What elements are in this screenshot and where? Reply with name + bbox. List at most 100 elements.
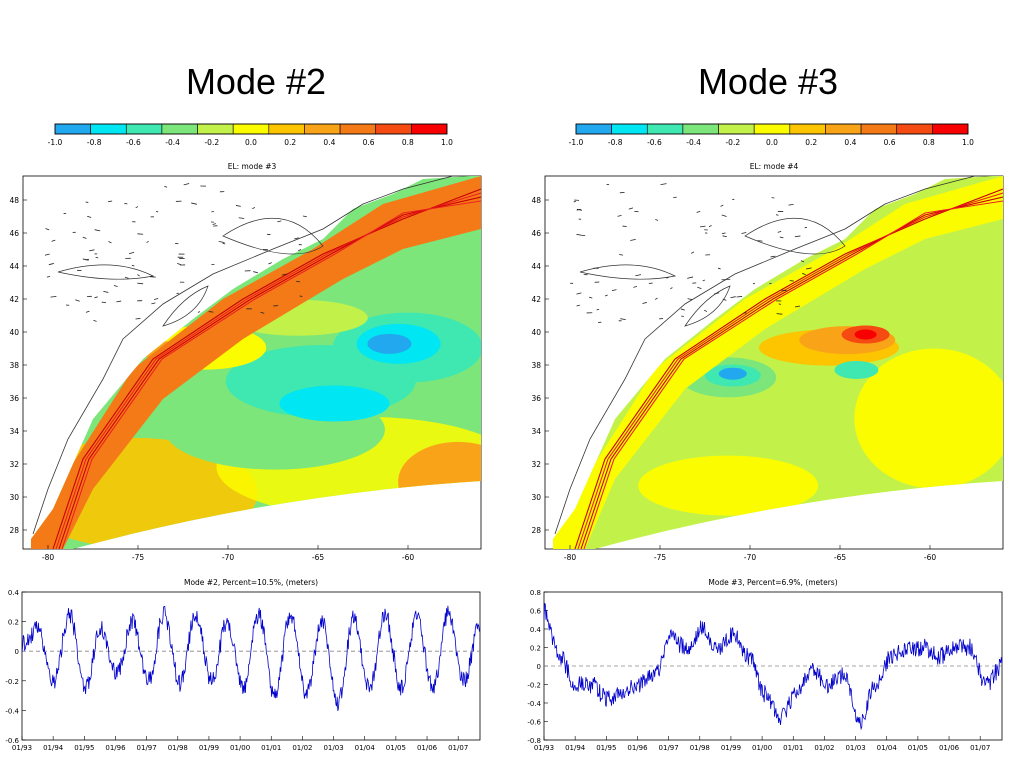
lake-mark — [722, 298, 727, 301]
colorbar-tick-label: 1.0 — [441, 138, 453, 147]
coastline — [32, 175, 454, 535]
lake-mark — [630, 238, 636, 241]
lake-mark — [576, 292, 582, 295]
lake-mark — [619, 254, 624, 256]
lat-tick-label: 48 — [9, 196, 19, 205]
lake-mark — [260, 311, 265, 314]
lake-mark — [44, 253, 50, 256]
colorbar-tick-label: -1.0 — [48, 138, 63, 147]
lat-tick-label: 28 — [531, 526, 541, 535]
lake-mark — [617, 215, 622, 217]
colorbar-swatch — [411, 123, 448, 135]
land-outline — [744, 217, 846, 255]
lat-tick-label: 44 — [9, 262, 19, 271]
lake-mark — [604, 294, 608, 297]
lake-mark — [741, 232, 747, 234]
lon-tick-label: -60 — [402, 553, 414, 562]
field-blob — [854, 329, 877, 340]
y-tick-label: 0.6 — [530, 608, 542, 616]
series-line — [543, 602, 1003, 731]
lake-mark — [135, 318, 141, 320]
colorbar-swatch — [753, 123, 791, 135]
right-figure-svg: -1.0 -0.8 -0.6 -0.4 -0.2 0.0 0.2 0.4 0.6 0.8 1.0 EL… — [527, 123, 1004, 752]
lake-mark — [804, 226, 808, 229]
colorbar-swatch — [90, 123, 127, 135]
lat-tick-label: 40 — [531, 328, 541, 337]
shelf-contour — [577, 192, 1003, 549]
lake-mark — [721, 232, 726, 235]
colorbar-swatch — [304, 123, 341, 135]
lake-mark — [770, 255, 776, 258]
x-tick-label: 01/00 — [752, 744, 772, 752]
colorbar-tick-label: 0.0 — [245, 138, 257, 147]
lake-mark — [794, 305, 801, 308]
colorbar-tick-label: -0.2 — [725, 138, 740, 147]
colorbar-tick-label: 0.6 — [363, 138, 375, 147]
lake-mark — [155, 211, 159, 213]
lake-mark — [620, 318, 626, 321]
lake-mark — [776, 214, 779, 216]
colorbar-swatch — [54, 123, 91, 135]
x-tick-label: 01/96 — [627, 744, 648, 752]
lon-tick-label: -65 — [312, 553, 324, 562]
lat-tick-label: 38 — [531, 361, 541, 370]
x-tick-label: 01/93 — [12, 744, 32, 752]
colorbar-swatch — [161, 123, 198, 135]
lake-mark — [777, 230, 782, 233]
lake-mark — [778, 303, 782, 305]
y-tick-label: 0 — [537, 663, 541, 671]
lake-mark — [46, 275, 51, 278]
x-tick-label: 01/04 — [355, 744, 376, 752]
lat-tick-label: 36 — [9, 394, 19, 403]
lon-tick-label: -60 — [924, 553, 936, 562]
lake-mark — [238, 217, 245, 219]
x-tick-label: 01/96 — [105, 744, 126, 752]
field-blob — [367, 333, 412, 354]
lake-mark — [573, 200, 576, 203]
x-tick-label: 01/03 — [323, 744, 343, 752]
x-tick-label: 01/02 — [814, 744, 834, 752]
lake-mark — [298, 249, 302, 252]
series-line — [21, 605, 481, 711]
panel-title: Mode #3 — [697, 61, 839, 102]
colorbar-swatch — [896, 123, 933, 135]
lake-mark — [294, 237, 299, 240]
colorbar-tick-label: -0.6 — [126, 138, 141, 147]
left-panel: Mode #2 -1.0 -0.8 -0.6 -0.4 -0.2 0.0 0.2 0.4 0.6… — [5, 61, 482, 752]
x-tick-label: 01/98 — [168, 744, 188, 752]
x-tick-label: 01/99 — [721, 744, 741, 752]
y-tick-label: 0 — [15, 648, 19, 656]
lake-mark — [576, 304, 580, 307]
lon-tick-label: -65 — [834, 553, 846, 562]
colorbar-tick-label: -0.4 — [165, 138, 180, 147]
lake-mark — [780, 289, 787, 292]
lake-mark — [660, 183, 667, 186]
field-blob — [279, 385, 390, 422]
x-tick-label: 01/06 — [417, 744, 438, 752]
colorbar-swatch — [789, 123, 826, 135]
lake-mark — [805, 267, 812, 270]
y-tick-label: 0.2 — [8, 619, 19, 627]
lake-mark — [628, 207, 634, 210]
lon-tick-label: -75 — [654, 553, 666, 562]
lon-tick-label: -70 — [222, 553, 234, 562]
lake-mark — [697, 286, 702, 289]
y-tick-label: 0.2 — [530, 645, 541, 653]
left-figure-svg: -1.0 -0.8 -0.6 -0.4 -0.2 0.0 0.2 0.4 0.6 0.8 1.0 EL… — [5, 123, 482, 752]
lat-tick-label: 34 — [9, 427, 19, 436]
lake-mark — [124, 276, 129, 279]
lake-mark — [94, 296, 98, 299]
land-outline — [222, 217, 324, 255]
lake-mark — [704, 309, 708, 312]
lake-mark — [687, 276, 694, 279]
lake-mark — [116, 300, 122, 303]
lake-mark — [654, 297, 658, 300]
map-title: EL: mode #4 — [750, 162, 799, 171]
x-tick-label: 01/94 — [43, 744, 64, 752]
lake-mark — [252, 271, 258, 274]
x-tick-label: 01/97 — [137, 744, 157, 752]
x-tick-label: 01/97 — [659, 744, 679, 752]
colorbar-tick-label: -0.2 — [204, 138, 219, 147]
shelf-contour — [58, 196, 481, 549]
colorbar-swatch — [197, 123, 234, 135]
